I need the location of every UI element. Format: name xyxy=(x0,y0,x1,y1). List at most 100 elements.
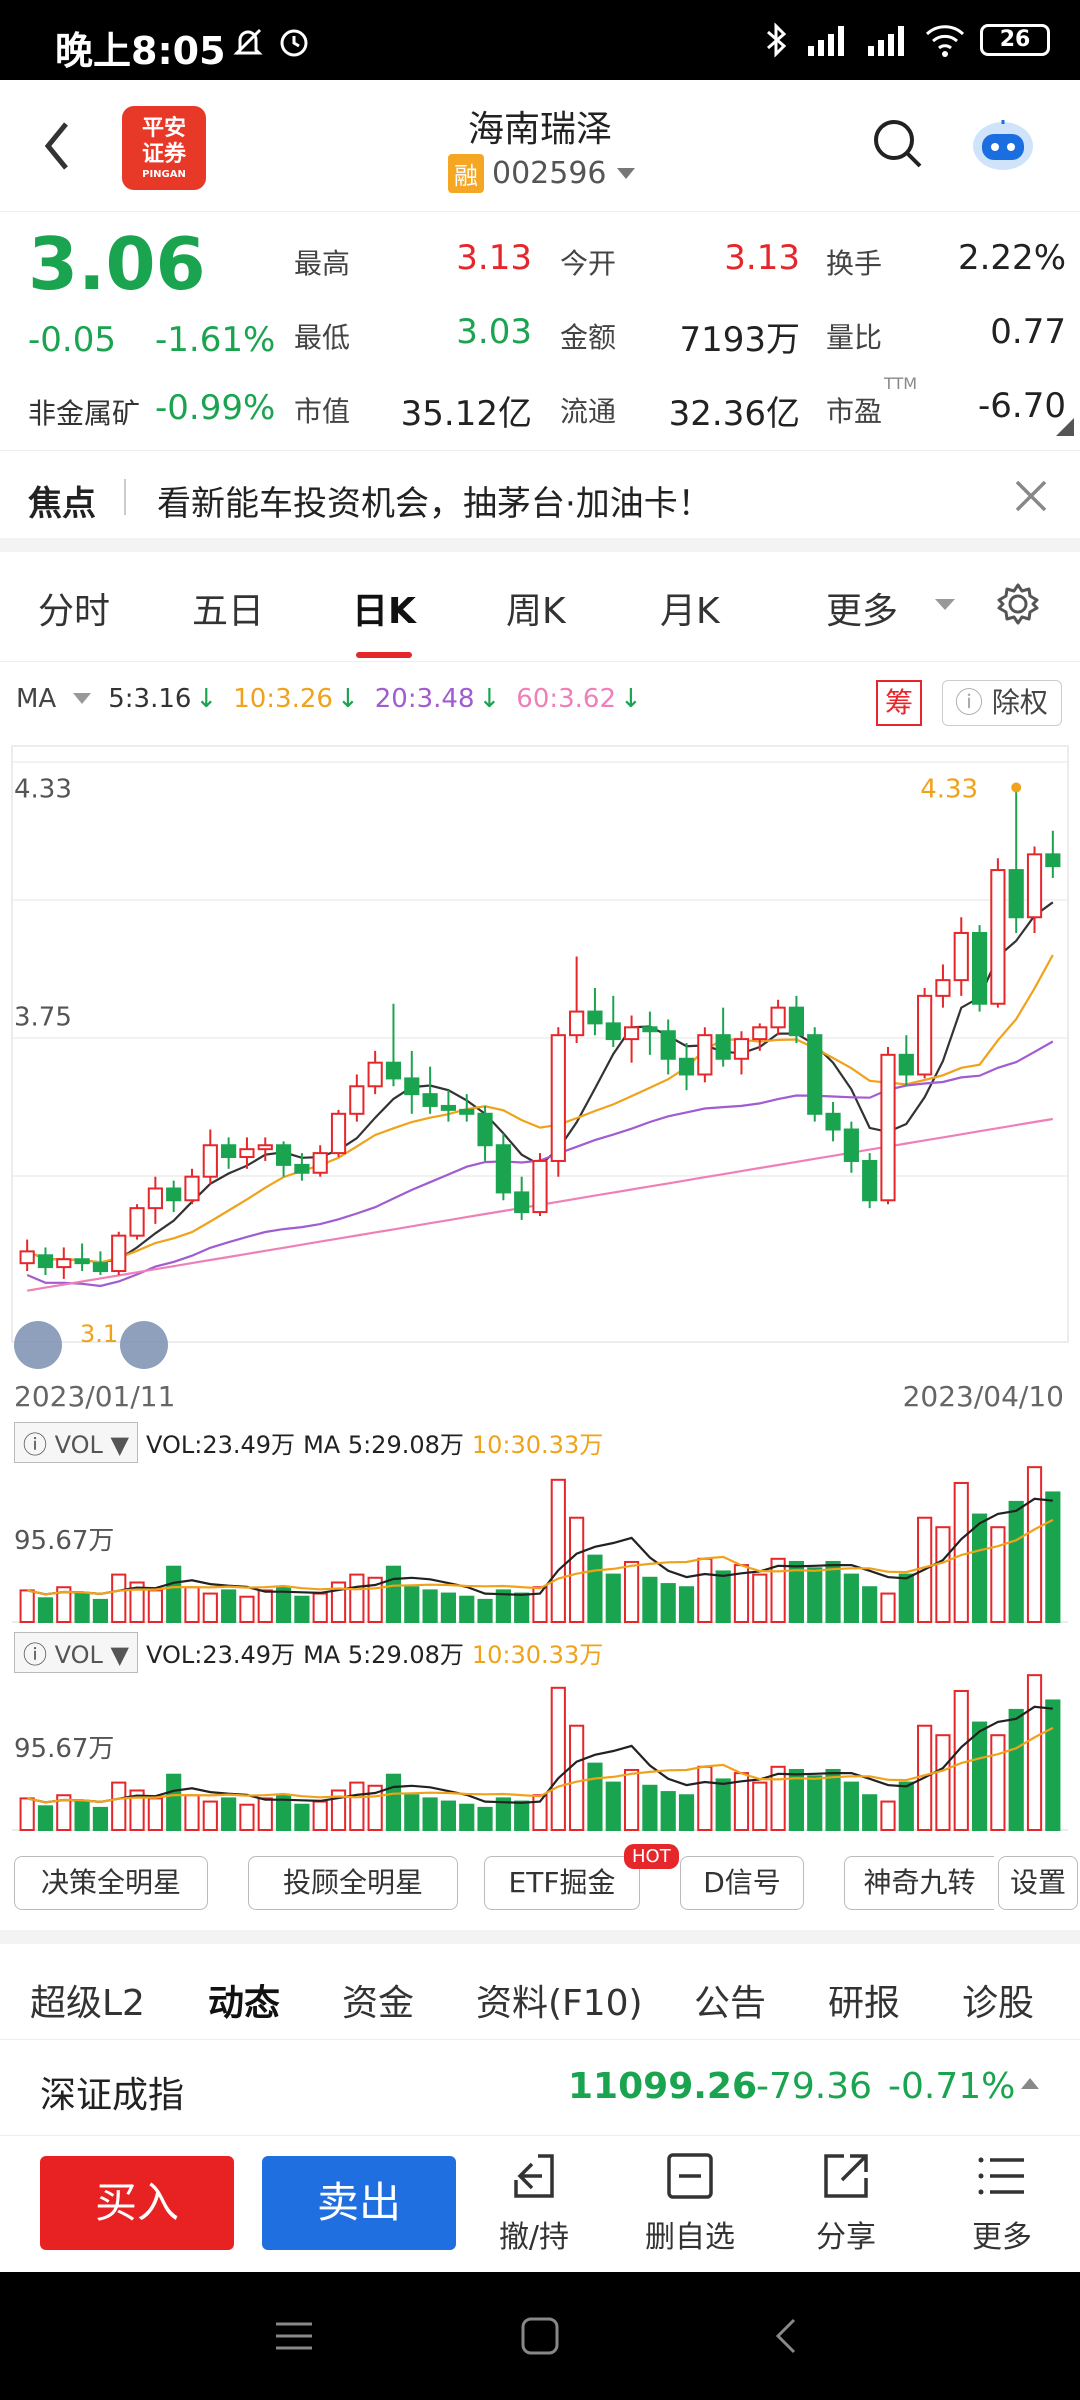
volume-bar xyxy=(770,1557,786,1624)
date-end: 2023/04/10 xyxy=(902,1380,1064,1413)
pill-etf[interactable]: ETF掘金 xyxy=(484,1856,640,1910)
vol1-selector[interactable]: ⓘ VOL ▼ xyxy=(14,1422,138,1463)
pe-label: 市盈 xyxy=(826,395,883,428)
sell-button[interactable]: 卖出 xyxy=(262,2156,456,2250)
ma20-down-icon: ↓ xyxy=(478,684,501,714)
alarm-icon xyxy=(280,29,308,57)
float-label: 流通 xyxy=(560,395,617,428)
tab-weekly-k[interactable]: 周K xyxy=(506,591,566,632)
candle-body xyxy=(166,1187,182,1202)
menu-list-icon xyxy=(978,2157,1024,2195)
close-icon[interactable] xyxy=(1012,477,1050,515)
tab-capital[interactable]: 资金 xyxy=(342,1983,415,2024)
volume-bar xyxy=(788,1560,805,1623)
volume-bar xyxy=(843,1573,859,1623)
volume-bar xyxy=(257,1589,273,1623)
vol2-header[interactable]: ⓘ VOL ▼ VOL:23.49万 MA 5:29.08万 10:30.33万 xyxy=(14,1632,603,1673)
pill-d-signal[interactable]: D信号 xyxy=(680,1856,804,1910)
tab-five-day[interactable]: 五日 xyxy=(192,591,265,632)
remove-watchlist-button[interactable]: 删自选 xyxy=(630,2150,750,2256)
search-icon[interactable] xyxy=(870,116,926,172)
vol2-selector[interactable]: ⓘ VOL ▼ xyxy=(14,1632,138,1673)
candle-body xyxy=(312,1152,328,1174)
fullscreen-icon xyxy=(120,1321,168,1369)
volume-bar xyxy=(349,1573,365,1623)
withdraw-button[interactable]: 撤/持 xyxy=(474,2150,594,2256)
stock-code: 002596 xyxy=(492,156,607,191)
pill-magic-nine[interactable]: 神奇九转 xyxy=(844,1856,994,1910)
volume-bar xyxy=(623,1768,640,1831)
volume-chart-2[interactable] xyxy=(0,1668,1080,1838)
ex-rights-label: 除权 xyxy=(991,686,1048,719)
info-icon: ⓘ xyxy=(955,686,992,719)
mute-icon xyxy=(233,28,263,56)
tab-daily-k[interactable]: 日K xyxy=(352,591,416,632)
candlestick-chart[interactable]: 4.33 3.75 4.33 3.1 xyxy=(0,730,1080,1370)
volume-bar xyxy=(623,1560,640,1623)
ma10-line xyxy=(26,954,1054,1264)
stock-code-selector[interactable]: 融 002596 xyxy=(448,154,637,193)
volume-bar xyxy=(971,1513,988,1624)
pill-settings[interactable]: 设置 xyxy=(998,1856,1078,1910)
volume-bar xyxy=(221,1589,237,1623)
vol-ma5-line xyxy=(26,1705,1053,1804)
back-nav-icon[interactable] xyxy=(770,2316,800,2356)
volume-chart-1[interactable] xyxy=(0,1460,1080,1630)
candle-body xyxy=(862,1159,878,1202)
volume-bar xyxy=(74,1592,90,1623)
price-change-pct: -1.61% xyxy=(155,320,276,360)
buy-button[interactable]: 买入 xyxy=(40,2156,234,2250)
gear-icon[interactable] xyxy=(996,582,1040,626)
tab-f10[interactable]: 资料(F10) xyxy=(476,1983,643,2024)
volume-bar xyxy=(202,1800,218,1831)
vol1-scale: 95.67万 xyxy=(14,1526,115,1556)
robot-assistant-icon[interactable] xyxy=(968,110,1038,176)
expand-corner-icon[interactable] xyxy=(1056,418,1074,436)
candle-body xyxy=(129,1207,145,1237)
pill-decision-star[interactable]: 决策全明星 xyxy=(14,1856,208,1910)
recent-apps-icon[interactable] xyxy=(274,2316,314,2356)
volume-bar xyxy=(129,1789,145,1831)
volume-bar xyxy=(294,1803,310,1832)
tab-diagnosis[interactable]: 诊股 xyxy=(962,1983,1035,2024)
back-arrow-icon[interactable] xyxy=(42,120,72,172)
tab-super-l2[interactable]: 超级L2 xyxy=(30,1983,145,2024)
tab-more[interactable]: 更多 xyxy=(826,591,899,632)
ma-legend[interactable]: MA 5:3.16 ↓ 10:3.26 ↓ 20:3.48 ↓ 60:3.62 ↓ xyxy=(16,684,642,714)
share-button[interactable]: 分享 xyxy=(786,2150,906,2256)
volume-bar xyxy=(202,1592,218,1623)
focus-divider xyxy=(124,479,126,515)
sector-label[interactable]: 非金属矿 xyxy=(28,397,141,430)
candle-body xyxy=(807,1034,823,1115)
volume-bar xyxy=(477,1806,493,1832)
tab-intraday[interactable]: 分时 xyxy=(38,591,111,632)
more-button[interactable]: 更多 xyxy=(942,2150,1062,2256)
volume-bar xyxy=(459,1595,475,1624)
volume-bar xyxy=(697,1557,713,1624)
tab-news-feed[interactable]: 动态 xyxy=(208,1983,281,2024)
tab-monthly-k[interactable]: 月K xyxy=(660,591,720,632)
tab-announcements[interactable]: 公告 xyxy=(694,1983,767,2024)
caret-up-icon[interactable] xyxy=(1020,2076,1040,2090)
tab-research[interactable]: 研报 xyxy=(828,1983,901,2024)
home-icon[interactable] xyxy=(520,2316,560,2356)
ex-rights-button[interactable]: ⓘ 除权 xyxy=(942,680,1062,726)
vol2-ma5: MA 5:29.08万 xyxy=(303,1641,464,1669)
index-ticker[interactable]: 深证成指 11099.26 -79.36 -0.71% xyxy=(0,2040,1080,2136)
focus-text[interactable]: 看新能车投资机会，抽茅台·加油卡！ xyxy=(157,484,712,524)
volume-bar xyxy=(56,1794,72,1831)
volume-bar xyxy=(550,1686,566,1831)
volume-bar xyxy=(862,1586,878,1623)
chip-distribution-button[interactable]: 筹 xyxy=(876,680,922,726)
candle-body xyxy=(697,1034,713,1076)
mktcap-value: 35.12亿 xyxy=(400,394,532,434)
logo-line2: 证券 xyxy=(141,142,186,167)
volume-bar xyxy=(404,1586,420,1623)
volume-bar xyxy=(1045,1491,1061,1623)
focus-news-strip[interactable]: 焦点 看新能车投资机会，抽茅台·加油卡！ xyxy=(0,450,1080,540)
amount-value: 7193万 xyxy=(679,320,800,360)
pill-advisor-star[interactable]: 投顾全明星 xyxy=(248,1856,458,1910)
volume-bar xyxy=(752,1573,768,1623)
vol1-header[interactable]: ⓘ VOL ▼ VOL:23.49万 MA 5:29.08万 10:30.33万 xyxy=(14,1422,603,1463)
ma20-value: 20:3.48 xyxy=(374,684,475,714)
